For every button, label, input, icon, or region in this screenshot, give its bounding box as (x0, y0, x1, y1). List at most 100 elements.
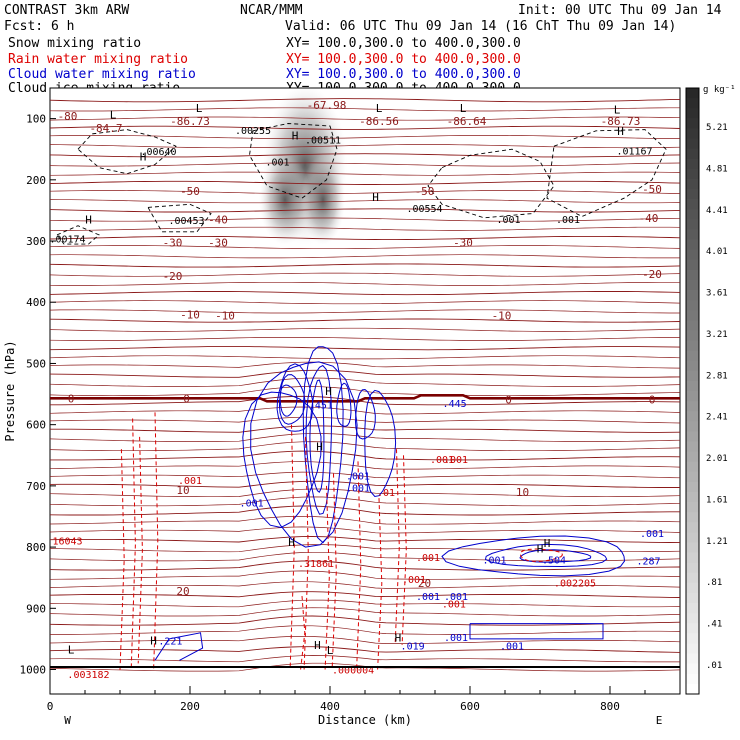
isotherm-label: -20 (642, 268, 662, 281)
colorbar-swatch (686, 98, 699, 109)
isotherm-label: -10 (215, 310, 235, 323)
colorbar-swatch (686, 512, 699, 523)
colorbar-swatch (686, 643, 699, 655)
y-tick-label: 100 (26, 113, 46, 126)
contour-value-label: .31861 (298, 559, 334, 570)
colorbar-swatch (686, 118, 699, 129)
colorbar-swatch (686, 370, 699, 382)
snow-contour (147, 203, 212, 233)
isotherm-label: -10 (492, 310, 512, 323)
isotherm-label: -30 (163, 236, 183, 249)
isotherm-line (49, 263, 681, 268)
extremum-label: H (372, 191, 379, 204)
contour-value-label: .01167 (616, 146, 652, 157)
colorbar-swatch (686, 310, 699, 321)
colorbar-swatch (686, 421, 699, 432)
cloud-water-contour (484, 543, 608, 568)
colorbar-label: 4.81 (706, 164, 728, 174)
isotherm-line (49, 337, 680, 341)
y-tick-label: 600 (26, 419, 46, 432)
colorbar-swatch (686, 168, 699, 180)
colorbar-label: 4.41 (706, 206, 728, 216)
colorbar-swatch (686, 451, 699, 463)
isotherm-line (49, 309, 680, 314)
colorbar-frame (685, 87, 700, 695)
x-end-label-east: E (656, 714, 663, 727)
extremum-label: H (395, 632, 402, 645)
colorbar-swatch (686, 502, 699, 513)
colorbar-label: 1.61 (706, 495, 728, 505)
colorbar-swatch (686, 481, 699, 493)
contour-value-label: .001 (416, 592, 440, 603)
colorbar-swatch (686, 219, 699, 230)
rain-contour (519, 548, 563, 562)
field-rain-label: Rain water mixing ratio (8, 52, 189, 67)
freezing-level-line (50, 394, 680, 403)
cloud-water-contour (250, 361, 358, 548)
colorbar-label: 5.21 (706, 123, 728, 133)
isotherm-line (49, 377, 681, 387)
contour-value-label: .451 (309, 400, 333, 411)
x-end-label-west: W (64, 714, 71, 727)
colorbar-swatch (686, 269, 699, 281)
contour-value-label: .001 (402, 575, 426, 586)
isotherm-line (49, 190, 681, 195)
isotherm-line (49, 361, 681, 369)
init-time: Init: 00 UTC Thu 09 Jan 14 (518, 3, 722, 18)
extremum-label: H (537, 542, 544, 555)
isotherm-label: 0 (68, 392, 75, 405)
extremum-label: H (544, 537, 551, 550)
colorbar-swatch (686, 653, 699, 665)
colorbar-swatch (686, 330, 699, 341)
colorbar-swatch (686, 229, 699, 240)
extremum-label: H (314, 639, 321, 652)
isotherm-label: -50 (180, 185, 200, 198)
colorbar-swatch (686, 431, 699, 442)
isotherm-line (49, 171, 681, 176)
isotherm-line (49, 318, 681, 323)
x-tick-label: 200 (180, 700, 200, 713)
field-cloudwater-xy: XY= 100.0,300.0 to 400.0,300.0 (286, 67, 521, 82)
extremum-label: H (150, 635, 157, 648)
contour-value-label: .00174 (49, 235, 85, 246)
rain-contour (401, 455, 407, 646)
isotherm-line (49, 153, 681, 158)
isotherm-line (49, 505, 680, 516)
rain-contour (137, 436, 143, 664)
contour-value-label: .001 (430, 455, 454, 466)
y-axis-title: Pressure (hPa) (3, 340, 17, 441)
isotherm-line (49, 471, 681, 479)
cloud-water-contour (302, 346, 344, 544)
colorbar-swatch (686, 189, 699, 200)
colorbar-swatch (686, 572, 699, 584)
isotherm-label: 20 (176, 585, 189, 598)
extremum-label: L (327, 644, 334, 657)
isotherm-line (49, 488, 681, 498)
cloud-water-contour (242, 391, 322, 529)
colorbar-swatch (686, 279, 699, 291)
field-rain-xy: XY= 100.0,300.0 to 400.0,300.0 (286, 52, 521, 67)
isotherm-line (49, 254, 680, 259)
y-tick-label: 500 (26, 357, 46, 370)
colorbar-swatch (686, 441, 699, 453)
isotherm-label: 10 (176, 484, 189, 497)
cloud-water-contour (309, 379, 325, 493)
colorbar-swatch (686, 320, 699, 331)
colorbar-swatch (686, 138, 699, 150)
isotherm-label: 0 (183, 392, 190, 405)
contour-value-label: .019 (401, 642, 425, 653)
isotherm-line (49, 125, 681, 130)
colorbar-swatch (686, 300, 699, 311)
isotherm-label: 10 (516, 486, 529, 499)
extremum-label: H (325, 385, 332, 398)
colorbar-swatch (686, 522, 699, 533)
colorbar-swatch (686, 552, 699, 564)
colorbar-swatch (686, 199, 699, 210)
colorbar-swatch (686, 492, 699, 503)
contour-value-label: .00640 (140, 147, 176, 158)
colorbar-swatch (686, 259, 699, 271)
contour-value-label: .504 (542, 555, 566, 566)
isotherm-line (49, 515, 681, 525)
colorbar-label: 2.41 (706, 413, 728, 423)
contour-value-label: .445 (443, 399, 467, 410)
